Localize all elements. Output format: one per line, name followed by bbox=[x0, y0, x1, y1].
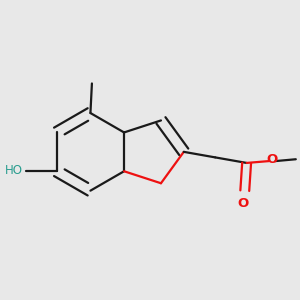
Text: O: O bbox=[237, 197, 249, 210]
Text: HO: HO bbox=[5, 164, 23, 177]
Text: O: O bbox=[266, 153, 278, 166]
